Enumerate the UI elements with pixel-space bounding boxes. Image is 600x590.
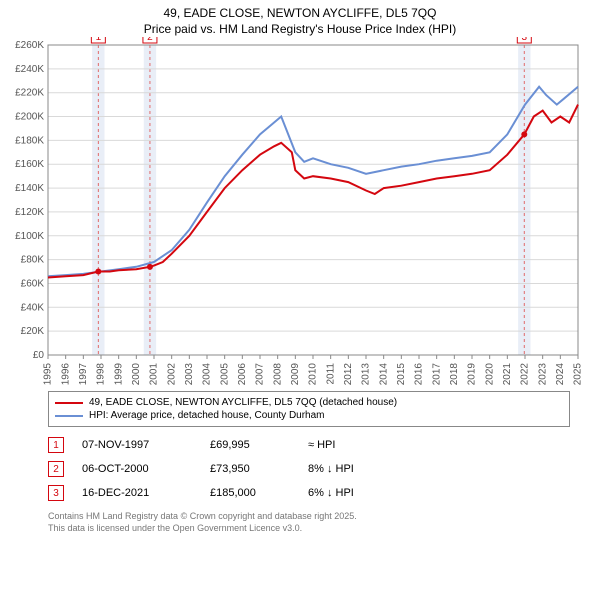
- sale-marker-dot: [147, 264, 153, 270]
- x-tick-label: 2025: [573, 363, 584, 386]
- footer-line-2: This data is licensed under the Open Gov…: [48, 523, 570, 535]
- title-line-2: Price paid vs. HM Land Registry's House …: [0, 22, 600, 38]
- y-tick-label: £20K: [21, 326, 45, 337]
- sale-date: 06-OCT-2000: [82, 463, 192, 475]
- sale-row: 2 06-OCT-2000 £73,950 8% ↓ HPI: [48, 457, 570, 481]
- x-tick-label: 2006: [237, 363, 248, 386]
- attribution-footer: Contains HM Land Registry data © Crown c…: [48, 511, 570, 534]
- y-tick-label: £80K: [21, 255, 45, 266]
- sale-price: £69,995: [210, 439, 290, 451]
- x-tick-label: 2022: [520, 363, 531, 386]
- x-tick-label: 2024: [555, 363, 566, 386]
- sale-row: 3 16-DEC-2021 £185,000 6% ↓ HPI: [48, 481, 570, 505]
- sale-marker-number: 1: [96, 37, 102, 43]
- x-tick-label: 2008: [272, 363, 283, 386]
- x-tick-label: 1996: [60, 363, 71, 386]
- y-tick-label: £100K: [15, 231, 44, 242]
- price-vs-hpi-chart: £0 £20K £40K £60K £80K £100K £120K £140K £160K £1…: [0, 37, 600, 387]
- sales-table: 1 07-NOV-1997 £69,995 ≈ HPI 2 06-OCT-2000 £73,…: [48, 433, 570, 505]
- x-tick-label: 2018: [449, 363, 460, 386]
- y-tick-label: £160K: [15, 159, 44, 170]
- y-tick-label: £120K: [15, 207, 44, 218]
- sale-marker-dot: [95, 269, 101, 275]
- x-tick-label: 2012: [343, 363, 354, 386]
- x-tick-label: 2000: [131, 363, 142, 386]
- x-tick-label: 2004: [202, 363, 213, 386]
- x-tick-label: 2009: [290, 363, 301, 386]
- chart-legend: 49, EADE CLOSE, NEWTON AYCLIFFE, DL5 7QQ…: [48, 391, 570, 427]
- sale-index-box: 2: [48, 461, 64, 477]
- y-tick-label: £40K: [21, 302, 45, 313]
- sale-marker-dot: [521, 132, 527, 138]
- chart-svg: £0 £20K £40K £60K £80K £100K £120K £140K £160K £1…: [0, 37, 600, 387]
- title-line-1: 49, EADE CLOSE, NEWTON AYCLIFFE, DL5 7QQ: [0, 6, 600, 22]
- x-tick-label: 2007: [255, 363, 266, 386]
- x-tick-label: 2016: [414, 363, 425, 386]
- chart-title: 49, EADE CLOSE, NEWTON AYCLIFFE, DL5 7QQ…: [0, 0, 600, 37]
- legend-swatch: [55, 415, 83, 417]
- x-tick-label: 2002: [166, 363, 177, 386]
- x-tick-label: 1999: [113, 363, 124, 386]
- x-tick-label: 2023: [537, 363, 548, 386]
- sale-vs-hpi: 6% ↓ HPI: [308, 487, 354, 499]
- x-tick-label: 2011: [325, 363, 336, 385]
- sale-marker-number: 2: [147, 37, 153, 43]
- y-tick-label: £140K: [15, 183, 44, 194]
- sale-vs-hpi: ≈ HPI: [308, 439, 335, 451]
- y-tick-label: £200K: [15, 112, 44, 123]
- x-tick-label: 1995: [43, 363, 54, 386]
- x-tick-label: 2013: [361, 363, 372, 386]
- x-tick-label: 2020: [484, 363, 495, 386]
- y-tick-label: £60K: [21, 279, 45, 290]
- y-tick-label: £260K: [15, 40, 44, 51]
- sale-vs-hpi: 8% ↓ HPI: [308, 463, 354, 475]
- sale-date: 16-DEC-2021: [82, 487, 192, 499]
- sale-date: 07-NOV-1997: [82, 439, 192, 451]
- x-tick-label: 2003: [184, 363, 195, 386]
- legend-swatch: [55, 402, 83, 404]
- x-tick-label: 2015: [396, 363, 407, 386]
- sale-price: £185,000: [210, 487, 290, 499]
- sale-price: £73,950: [210, 463, 290, 475]
- sale-index-box: 1: [48, 437, 64, 453]
- x-tick-label: 1998: [96, 363, 107, 386]
- y-tick-label: £180K: [15, 136, 44, 147]
- x-tick-label: 2014: [378, 363, 389, 386]
- x-tick-label: 2019: [467, 363, 478, 386]
- legend-label: HPI: Average price, detached house, Coun…: [89, 410, 325, 421]
- y-tick-label: £240K: [15, 64, 44, 75]
- y-tick-label: £0: [33, 350, 45, 361]
- sale-row: 1 07-NOV-1997 £69,995 ≈ HPI: [48, 433, 570, 457]
- sale-marker-number: 3: [522, 37, 528, 43]
- legend-row: HPI: Average price, detached house, Coun…: [55, 409, 563, 422]
- sale-index-box: 3: [48, 485, 64, 501]
- x-tick-label: 1997: [78, 363, 89, 386]
- legend-label: 49, EADE CLOSE, NEWTON AYCLIFFE, DL5 7QQ…: [89, 397, 397, 408]
- x-tick-label: 2010: [308, 363, 319, 386]
- x-tick-label: 2021: [502, 363, 513, 386]
- legend-row: 49, EADE CLOSE, NEWTON AYCLIFFE, DL5 7QQ…: [55, 396, 563, 409]
- x-tick-label: 2001: [149, 363, 160, 386]
- footer-line-1: Contains HM Land Registry data © Crown c…: [48, 511, 570, 523]
- y-tick-label: £220K: [15, 88, 44, 99]
- x-tick-label: 2017: [431, 363, 442, 386]
- x-tick-label: 2005: [219, 363, 230, 386]
